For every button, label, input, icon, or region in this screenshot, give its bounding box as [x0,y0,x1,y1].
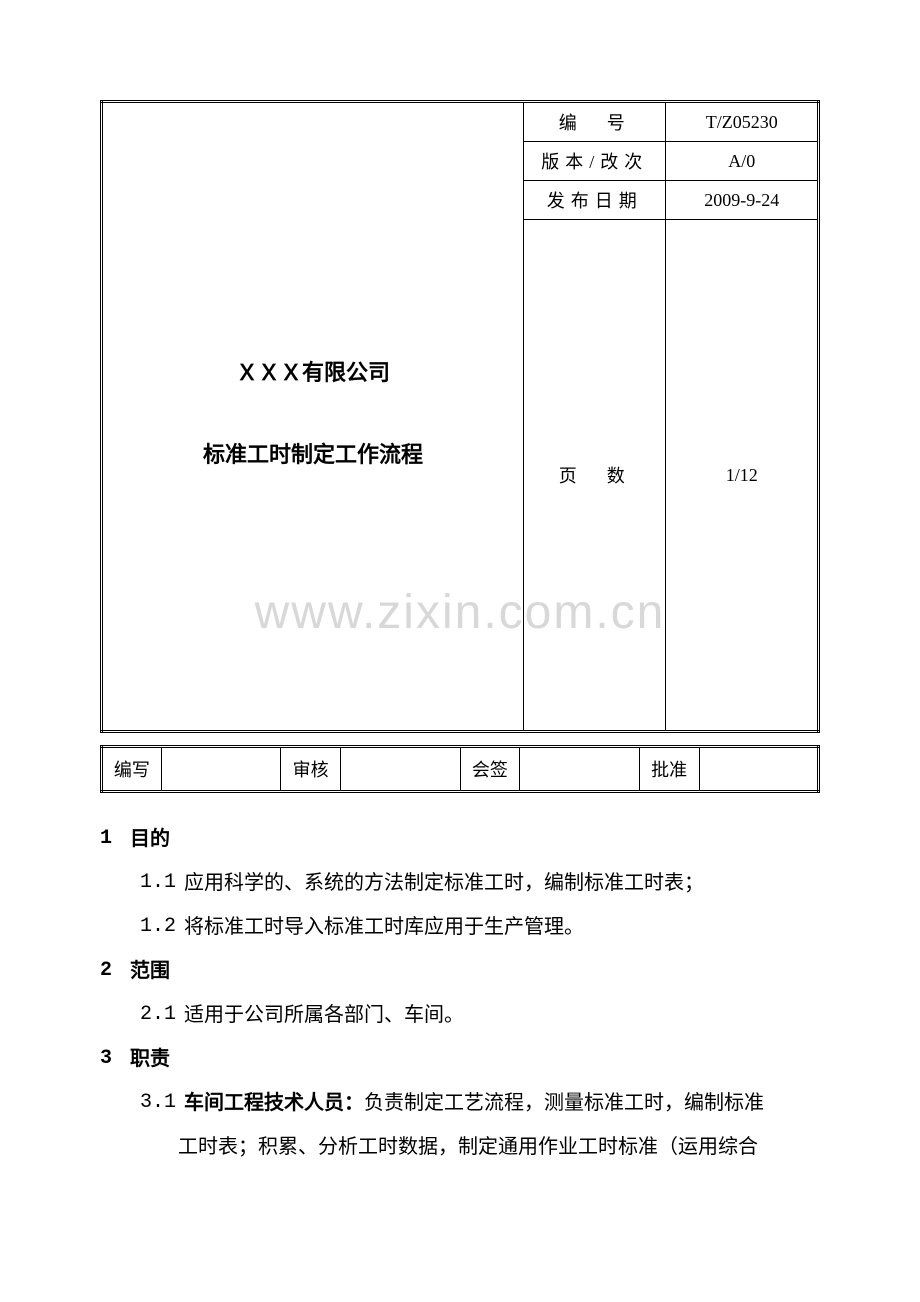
company-name: ＸＸＸ有限公司 [111,355,515,387]
signature-table: 编写 审核 会签 批准 [100,745,820,793]
item-num: 2.1 [140,993,176,1037]
field-value-version: A/0 [666,142,819,181]
section-heading-2: 2 范围 [100,949,820,993]
sig-value-approve [699,747,819,792]
item-num: 1.1 [140,861,176,905]
sig-label-review: 审核 [281,747,341,792]
item-3-1: 3.1 车间工程技术人员：负责制定工艺流程，测量标准工时，编制标准 [100,1081,820,1125]
section-heading-1: 1 目的 [100,817,820,861]
document-body: 1 目的 1.1 应用科学的、系统的方法制定标准工时，编制标准工时表； 1.2 … [100,817,820,1169]
field-value-issue-date: 2009-9-24 [666,181,819,220]
field-label-version: 版本/改次 [524,142,666,181]
sig-label-approve: 批准 [639,747,699,792]
section-num: 2 [100,949,112,993]
field-value-page: 1/12 [666,220,819,732]
field-label-doc-number: 编 号 [524,102,666,142]
sig-value-cosign [520,747,640,792]
item-1-2: 1.2 将标准工时导入标准工时库应用于生产管理。 [100,905,820,949]
sig-value-author [161,747,281,792]
item-1-1: 1.1 应用科学的、系统的方法制定标准工时，编制标准工时表； [100,861,820,905]
item-text: 车间工程技术人员：负责制定工艺流程，测量标准工时，编制标准 [184,1081,820,1125]
section-title: 目的 [130,817,170,861]
section-heading-3: 3 职责 [100,1037,820,1081]
item-num: 1.2 [140,905,176,949]
section-title: 职责 [130,1037,170,1081]
field-value-doc-number: T/Z05230 [666,102,819,142]
item-text: 应用科学的、系统的方法制定标准工时，编制标准工时表； [184,861,820,905]
sig-value-review [341,747,461,792]
item-rest: 负责制定工艺流程，测量标准工时，编制标准 [364,1092,764,1114]
item-text: 适用于公司所属各部门、车间。 [184,993,820,1037]
item-2-1: 2.1 适用于公司所属各部门、车间。 [100,993,820,1037]
section-num: 1 [100,817,112,861]
title-block-cell: ＸＸＸ有限公司 标准工时制定工作流程 [102,102,524,732]
item-3-1-continued: 工时表；积累、分析工时数据，制定通用作业工时标准（运用综合 [100,1125,820,1169]
item-num: 3.1 [140,1081,176,1125]
section-title: 范围 [130,949,170,993]
item-text: 将标准工时导入标准工时库应用于生产管理。 [184,905,820,949]
sig-label-cosign: 会签 [460,747,520,792]
document-title: 标准工时制定工作流程 [111,437,515,469]
section-num: 3 [100,1037,112,1081]
item-bold-prefix: 车间工程技术人员： [184,1092,364,1114]
sig-label-author: 编写 [102,747,162,792]
field-label-page: 页 数 [524,220,666,732]
document-header-table: ＸＸＸ有限公司 标准工时制定工作流程 编 号 T/Z05230 版本/改次 A/… [100,100,820,733]
field-label-issue-date: 发布日期 [524,181,666,220]
